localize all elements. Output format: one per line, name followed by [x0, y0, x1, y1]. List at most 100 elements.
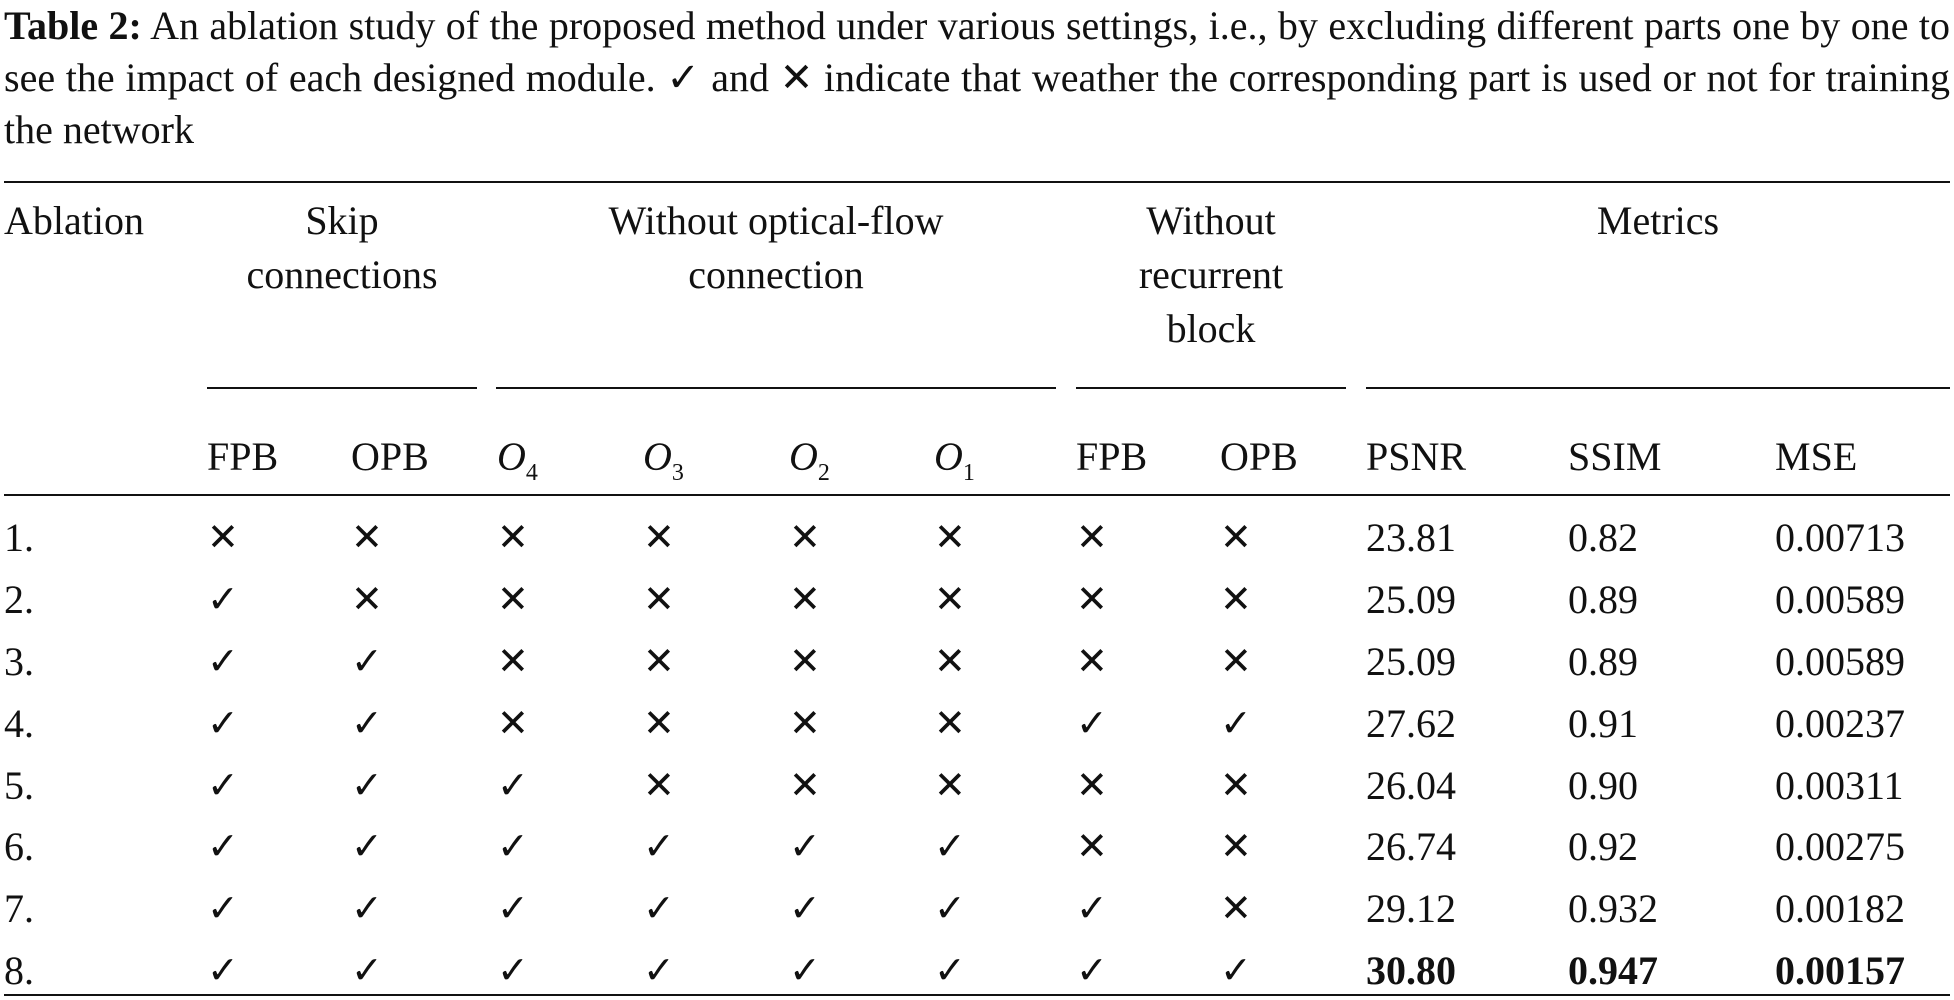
cell-ssim: 0.89 [1568, 639, 1638, 684]
subheader-ssim: SSIM [1568, 434, 1662, 479]
subheader-o4-index: 4 [525, 460, 538, 486]
cell-rec-opb-mark: ✕ [1220, 888, 1252, 930]
cell-psnr: 27.62 [1366, 701, 1456, 746]
subheader-rec-opb: OPB [1220, 434, 1298, 479]
cell-mse: 0.00589 [1775, 577, 1905, 622]
optflow-group-rule [496, 387, 1056, 389]
header-optical-flow: Without optical-flow connection [496, 194, 1056, 302]
cell-rec-fpb-mark: ✓ [1076, 888, 1108, 930]
subheader-rec-fpb: FPB [1076, 434, 1148, 479]
skip-group-rule [207, 387, 477, 389]
cell-o1-mark: ✕ [934, 517, 966, 559]
subheader-o1: O1 [934, 432, 975, 488]
cell-ssim: 0.90 [1568, 763, 1638, 808]
cell-ssim: 0.91 [1568, 701, 1638, 746]
cell-ssim: 0.947 [1568, 948, 1658, 993]
cell-psnr: 25.09 [1366, 639, 1456, 684]
cell-rec-opb-mark: ✕ [1220, 826, 1252, 868]
row-id: 3. [4, 639, 34, 684]
cell-skip-opb-mark: ✓ [351, 641, 383, 683]
cell-rec-opb-mark: ✓ [1220, 950, 1252, 992]
cell-mse: 0.00589 [1775, 639, 1905, 684]
cell-o4-mark: ✓ [497, 888, 529, 930]
cell-ssim: 0.82 [1568, 515, 1638, 560]
cell-mse: 0.00713 [1775, 515, 1905, 560]
cell-rec-fpb-mark: ✕ [1076, 579, 1108, 621]
header-ablation: Ablation [4, 198, 144, 243]
header-skip-connections: Skip connections [207, 194, 477, 302]
cell-psnr: 25.09 [1366, 577, 1456, 622]
row-id: 5. [4, 763, 34, 808]
caption-text: An ablation study of the proposed method… [4, 3, 1950, 152]
cell-ssim: 0.932 [1568, 886, 1658, 931]
cell-o1-mark: ✕ [934, 765, 966, 807]
cell-ssim: 0.92 [1568, 824, 1638, 869]
cell-rec-fpb-mark: ✕ [1076, 641, 1108, 683]
cell-psnr: 26.74 [1366, 824, 1456, 869]
cell-o2-mark: ✕ [789, 765, 821, 807]
cell-rec-opb-mark: ✕ [1220, 765, 1252, 807]
cell-psnr: 29.12 [1366, 886, 1456, 931]
subheader-o2-letter: O [789, 434, 818, 479]
header-optflow-line1: Without optical-flow [608, 198, 944, 243]
subheader-o3-index: 3 [671, 460, 684, 486]
cell-rec-opb-mark: ✕ [1220, 579, 1252, 621]
cell-skip-fpb-mark: ✓ [207, 765, 239, 807]
subheader-o3: O3 [643, 432, 684, 488]
header-recurrent-line1: Without [1146, 198, 1276, 243]
cell-o1-mark: ✕ [934, 641, 966, 683]
subheader-o2: O2 [789, 432, 830, 488]
row-id: 7. [4, 886, 34, 931]
header-metrics: Metrics [1596, 198, 1720, 243]
cell-o2-mark: ✕ [789, 703, 821, 745]
subheader-o4-letter: O [497, 434, 526, 479]
cell-rec-fpb-mark: ✕ [1076, 517, 1108, 559]
cell-o2-mark: ✕ [789, 517, 821, 559]
cell-o1-mark: ✓ [934, 950, 966, 992]
cell-mse: 0.00275 [1775, 824, 1905, 869]
cell-o2-mark: ✕ [789, 579, 821, 621]
cell-skip-fpb-mark: ✓ [207, 641, 239, 683]
row-id: 1. [4, 515, 34, 560]
cell-rec-fpb-mark: ✓ [1076, 703, 1108, 745]
cell-rec-opb-mark: ✓ [1220, 703, 1252, 745]
cell-o4-mark: ✓ [497, 950, 529, 992]
cell-mse: 0.00237 [1775, 701, 1905, 746]
subheader-mse: MSE [1775, 434, 1858, 479]
row-id: 4. [4, 701, 34, 746]
cell-o2-mark: ✓ [789, 950, 821, 992]
cell-o1-mark: ✕ [934, 703, 966, 745]
cell-skip-opb-mark: ✓ [351, 888, 383, 930]
cell-skip-fpb-mark: ✓ [207, 703, 239, 745]
header-recurrent-line2: recurrent [1138, 252, 1284, 297]
cell-o3-mark: ✓ [643, 826, 675, 868]
cell-o4-mark: ✓ [497, 765, 529, 807]
metrics-group-rule [1366, 387, 1950, 389]
header-skip-line1: Skip [305, 198, 379, 243]
subheader-skip-opb: OPB [351, 434, 429, 479]
cell-skip-opb-mark: ✕ [351, 579, 383, 621]
table-caption: Table 2: An ablation study of the propos… [4, 0, 1950, 156]
cell-skip-opb-mark: ✕ [351, 517, 383, 559]
cell-rec-opb-mark: ✕ [1220, 517, 1252, 559]
cell-o3-mark: ✕ [643, 765, 675, 807]
subheader-o1-letter: O [934, 434, 963, 479]
cell-o4-mark: ✕ [497, 703, 529, 745]
cell-rec-fpb-mark: ✕ [1076, 826, 1108, 868]
cell-skip-fpb-mark: ✓ [207, 950, 239, 992]
subheader-o4: O4 [497, 432, 538, 488]
cell-o3-mark: ✕ [643, 641, 675, 683]
cell-o4-mark: ✕ [497, 641, 529, 683]
cell-o3-mark: ✓ [643, 950, 675, 992]
cell-mse: 0.00182 [1775, 886, 1905, 931]
header-recurrent-block: Without recurrent block [1076, 194, 1346, 356]
cell-mse: 0.00311 [1775, 763, 1904, 808]
cell-o2-mark: ✓ [789, 888, 821, 930]
header-rule [4, 494, 1950, 496]
bottom-rule [4, 994, 1950, 996]
cell-o3-mark: ✕ [643, 703, 675, 745]
cell-skip-opb-mark: ✓ [351, 950, 383, 992]
subheader-skip-fpb: FPB [207, 434, 279, 479]
cell-skip-opb-mark: ✓ [351, 703, 383, 745]
cell-o3-mark: ✕ [643, 517, 675, 559]
